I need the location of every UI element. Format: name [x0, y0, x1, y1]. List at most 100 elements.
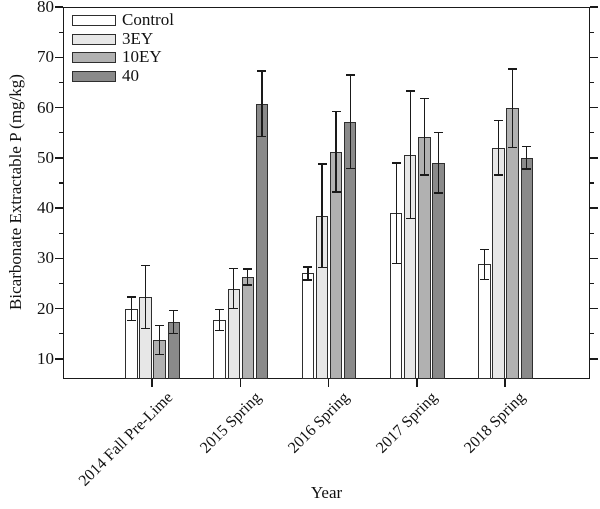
- error-bar-cap-top: [229, 267, 239, 270]
- error-bar-cap-bottom: [508, 146, 518, 148]
- y-major-tick-right: [590, 257, 598, 260]
- error-bar-cap-bottom: [169, 333, 179, 335]
- error-bar-cap-top: [405, 90, 415, 92]
- y-major-tick-right: [590, 157, 598, 159]
- bar-40-4: [432, 162, 445, 379]
- error-bar: [144, 265, 147, 329]
- error-bar: [423, 98, 425, 175]
- error-bar-cap-bottom: [433, 192, 443, 194]
- error-bar: [233, 268, 235, 309]
- error-bar: [511, 68, 514, 148]
- error-bar: [395, 162, 397, 264]
- legend-label: 40: [122, 65, 139, 85]
- error-bar-cap-top: [522, 146, 532, 148]
- y-major-tick: [55, 157, 63, 159]
- y-minor-tick-right: [590, 282, 594, 285]
- y-major-tick: [55, 6, 63, 8]
- x-category-label: 2014 Fall Pre-Lime: [75, 389, 177, 490]
- x-tick: [151, 379, 153, 387]
- error-bar-cap-top: [331, 110, 341, 113]
- legend-item-3ey: 3EY: [72, 29, 252, 51]
- y-tick-label: 20: [37, 298, 54, 318]
- error-bar: [335, 111, 337, 192]
- x-category-label: 2016 Spring: [284, 389, 353, 457]
- legend-item-40: 40: [72, 65, 252, 88]
- error-bar-cap-top: [317, 163, 327, 165]
- error-bar-cap-top: [257, 70, 267, 72]
- y-major-tick: [55, 106, 63, 109]
- error-bar-cap-bottom: [494, 174, 503, 176]
- error-bar-cap-bottom: [419, 174, 429, 176]
- y-major-tick-right: [590, 6, 598, 8]
- y-tick-label: 50: [37, 147, 54, 167]
- bar-40-5: [520, 157, 533, 379]
- error-bar: [437, 132, 440, 193]
- error-bar: [219, 309, 221, 331]
- error-bar-cap-top: [141, 264, 150, 267]
- y-minor-tick-right: [590, 31, 594, 33]
- y-minor-tick: [59, 333, 63, 335]
- error-bar-cap-top: [243, 268, 253, 270]
- y-axis-title: Bicarbonate Extractable P (mg/kg): [6, 74, 25, 310]
- y-major-tick: [55, 207, 63, 209]
- error-bar-cap-bottom: [155, 353, 165, 356]
- error-bar-cap-top: [126, 296, 136, 298]
- error-bar-cap-top: [303, 266, 313, 268]
- legend-swatch-3ey: [72, 33, 116, 45]
- x-category-label: 2015 Spring: [196, 389, 265, 457]
- error-bar-cap-top: [155, 324, 165, 326]
- y-tick-label: 40: [37, 198, 54, 218]
- error-bar-cap-bottom: [243, 284, 253, 286]
- error-bar-cap-top: [433, 132, 443, 134]
- error-bar-cap-top: [391, 162, 401, 164]
- y-major-tick-right: [590, 307, 598, 310]
- error-bar-cap-bottom: [303, 279, 313, 281]
- x-tick: [416, 379, 418, 387]
- y-major-tick-right: [590, 56, 598, 59]
- y-minor-tick-right: [590, 182, 594, 184]
- error-bar: [321, 163, 323, 268]
- bar-40-2: [255, 103, 269, 379]
- bar-10ey-2: [241, 276, 255, 379]
- y-tick-label: 60: [37, 97, 54, 117]
- legend-label: 10EY: [122, 47, 162, 67]
- x-tick: [239, 379, 242, 387]
- y-minor-tick: [59, 182, 63, 184]
- error-bar: [409, 90, 411, 219]
- error-bar-cap-top: [419, 97, 429, 100]
- y-tick-label: 10: [37, 348, 54, 368]
- error-bar-cap-top: [215, 308, 225, 310]
- error-bar: [261, 70, 263, 137]
- y-tick-label: 80: [37, 0, 54, 16]
- legend-swatch-40: [72, 70, 116, 82]
- y-minor-tick: [59, 282, 63, 285]
- error-bar-cap-bottom: [126, 319, 136, 321]
- y-minor-tick-right: [590, 333, 594, 335]
- y-major-tick-right: [590, 106, 598, 109]
- error-bar-cap-top: [169, 310, 179, 312]
- legend-item-control: Control: [72, 10, 252, 32]
- bar-control-3: [301, 273, 315, 379]
- error-bar-cap-bottom: [215, 329, 225, 331]
- legend-label: Control: [122, 10, 174, 29]
- y-major-tick: [55, 307, 63, 310]
- error-bar-cap-bottom: [331, 191, 341, 193]
- y-minor-tick: [59, 81, 63, 83]
- legend-swatch-control: [72, 15, 116, 26]
- error-bar: [497, 120, 500, 175]
- bar-3ey-5: [492, 147, 505, 379]
- error-bar-cap-bottom: [522, 168, 532, 170]
- bar-control-5: [478, 264, 491, 379]
- error-bar-cap-top: [508, 68, 518, 70]
- error-bar-cap-bottom: [391, 262, 401, 265]
- y-minor-tick-right: [590, 232, 594, 234]
- x-axis-title: Year: [310, 483, 343, 502]
- y-minor-tick: [59, 31, 63, 33]
- y-tick-label: 70: [37, 47, 54, 67]
- error-bar-cap-bottom: [345, 167, 355, 170]
- y-major-tick-right: [590, 358, 598, 360]
- y-major-tick: [55, 56, 63, 59]
- error-bar-cap-top: [494, 120, 503, 122]
- y-major-tick: [55, 257, 63, 260]
